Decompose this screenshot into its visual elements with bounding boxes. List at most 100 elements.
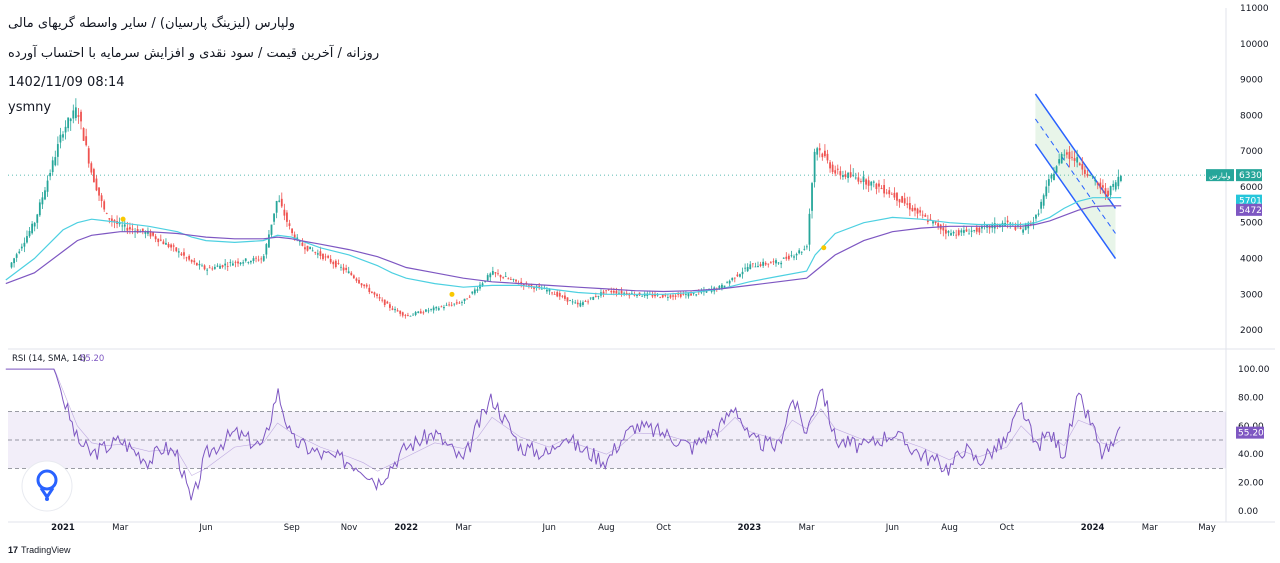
candle-body [1112,183,1115,187]
candle-body [965,229,968,232]
price-tick-label: 3000 [1240,290,1263,300]
candle-body [381,299,384,301]
candle-body [265,244,268,255]
candle-body [795,253,798,256]
candle-body [582,302,584,305]
candle-body [347,271,350,274]
candle-body [533,286,535,289]
candle-body [852,174,855,176]
tradingview-logo[interactable]: 17 TradingView [8,545,71,555]
candle-body [875,183,878,190]
candle-body [273,213,275,222]
candle-body [64,126,67,133]
candle-body [659,297,662,299]
candle-body [298,241,301,242]
candle-body [376,294,378,297]
candle-body [1063,154,1066,156]
candle-body [584,301,587,302]
candle-body [978,227,981,233]
candle-body [780,262,783,265]
candle-body [911,207,914,212]
candle-body [831,164,834,172]
price-symbol-tag [1206,169,1234,182]
candle-body [494,272,497,274]
series-rsi-sma [5,368,1122,476]
candle-body [618,292,620,294]
candle-body [641,295,644,297]
price-tick-label: 6000 [1240,183,1263,193]
candle-body [782,257,785,259]
candle-body [175,247,178,252]
candle-body [721,284,723,289]
candle-body [1094,180,1097,182]
rsi-tick-label: 100.00 [1238,365,1270,375]
candle-body [970,230,973,232]
time-tick-label: Mar [799,523,816,533]
candle-body [685,294,687,296]
event-marker [821,245,827,251]
candle-body [548,289,551,292]
candle-body [821,153,824,158]
candle-body [736,274,739,277]
candle-body [553,294,556,295]
candle-body [906,203,909,205]
candle-body [489,273,492,278]
candle-body [466,298,469,300]
candle-body [59,134,62,143]
candle-body [901,196,904,203]
candle-body [1078,163,1081,166]
candle-body [816,148,819,155]
candle-body [484,281,487,283]
candle-body [311,250,314,252]
event-marker [449,291,455,297]
watermark-logo-icon [21,460,73,512]
candle-body [847,172,849,178]
candle-body [288,223,291,226]
candle-body [221,265,224,268]
candle-body [278,200,281,202]
candle-body [530,284,533,286]
candle-body [903,198,906,204]
candle-body [121,225,124,227]
candle-body [1081,164,1084,170]
candle-body [72,110,75,119]
candle-body [633,294,636,296]
candle-body [857,177,860,182]
candle-body [425,309,427,312]
candle-body [579,302,582,307]
candle-body [224,263,227,266]
candle-body [172,245,175,247]
candle-body [499,275,502,278]
candle-body [327,255,330,258]
candle-body [605,290,608,292]
candle-body [942,227,945,231]
candle-body [916,208,919,214]
candle-body [860,181,862,182]
candle-body [865,179,867,185]
candle-body [790,255,793,257]
candle-body [46,180,49,192]
candle-body [574,302,577,304]
candle-body [432,307,435,311]
candle-body [280,198,283,207]
candle-body [896,192,898,201]
candle-body [136,229,139,233]
candle-body [28,230,31,237]
candle-body [26,236,28,243]
candle-body [620,290,623,294]
candle-body [409,315,412,317]
candle-body [118,223,121,225]
candle-body [62,134,64,138]
candle-body [95,178,98,191]
candle-body [309,246,312,250]
time-tick-label: Oct [999,523,1014,533]
candle-body [731,277,734,281]
candle-body [973,229,976,231]
candle-body [283,209,286,216]
candle-body [85,136,88,146]
candle-body [733,277,736,279]
candle-body [664,295,667,296]
candle-body [399,310,402,314]
candle-body [20,246,23,249]
time-tick-label: Aug [598,523,615,533]
